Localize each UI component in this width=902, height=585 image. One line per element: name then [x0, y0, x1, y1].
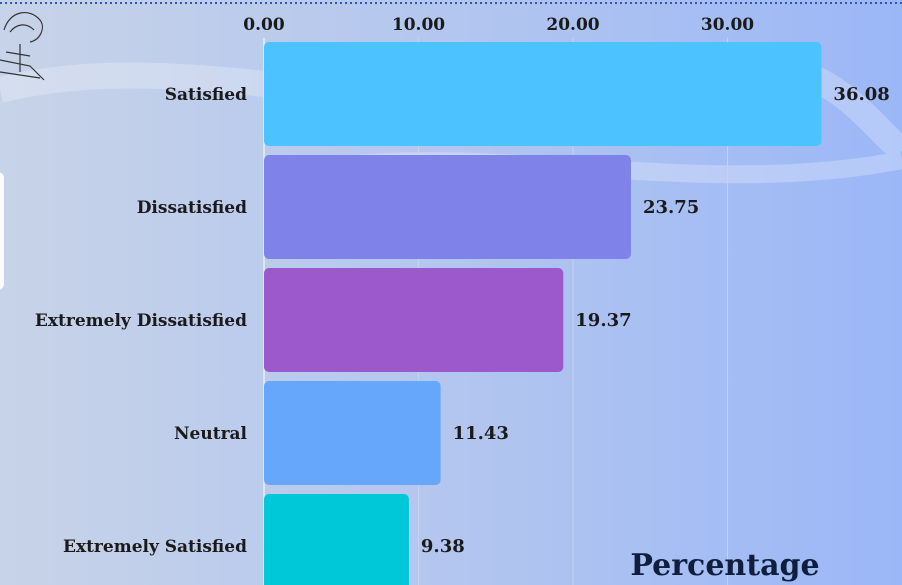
bar	[264, 268, 564, 372]
category-labels: Satisfied Dissatisfied Extremely Dissatisf…	[35, 85, 248, 557]
category-label: Extremely Dissatisfied	[35, 311, 247, 331]
value-label: 9.38	[421, 536, 465, 557]
category-label: Dissatisfied	[137, 198, 247, 218]
bar	[264, 381, 441, 485]
bars	[264, 42, 822, 585]
category-label: Extremely Satisfied	[63, 537, 247, 557]
x-axis-ticks: 0.00 10.00 20.00 30.00	[243, 15, 754, 35]
top-dotted-border	[0, 2, 902, 4]
x-tick-label: 0.00	[243, 15, 285, 35]
bar	[264, 155, 631, 259]
side-card	[0, 172, 4, 290]
value-labels: 36.08 23.75 19.37 11.43 9.38	[421, 84, 890, 557]
x-axis-title: Percentage	[630, 548, 819, 583]
x-tick-label: 30.00	[701, 15, 754, 35]
value-label: 36.08	[833, 84, 889, 105]
bar	[264, 42, 822, 146]
value-label: 19.37	[575, 310, 631, 331]
value-label: 11.43	[453, 423, 509, 444]
x-tick-label: 10.00	[392, 15, 445, 35]
sketch-tree-icon	[0, 12, 45, 81]
category-label: Neutral	[174, 424, 248, 444]
x-tick-label: 20.00	[546, 15, 599, 35]
category-label: Satisfied	[165, 85, 247, 105]
bar	[264, 494, 409, 585]
value-label: 23.75	[643, 197, 699, 218]
